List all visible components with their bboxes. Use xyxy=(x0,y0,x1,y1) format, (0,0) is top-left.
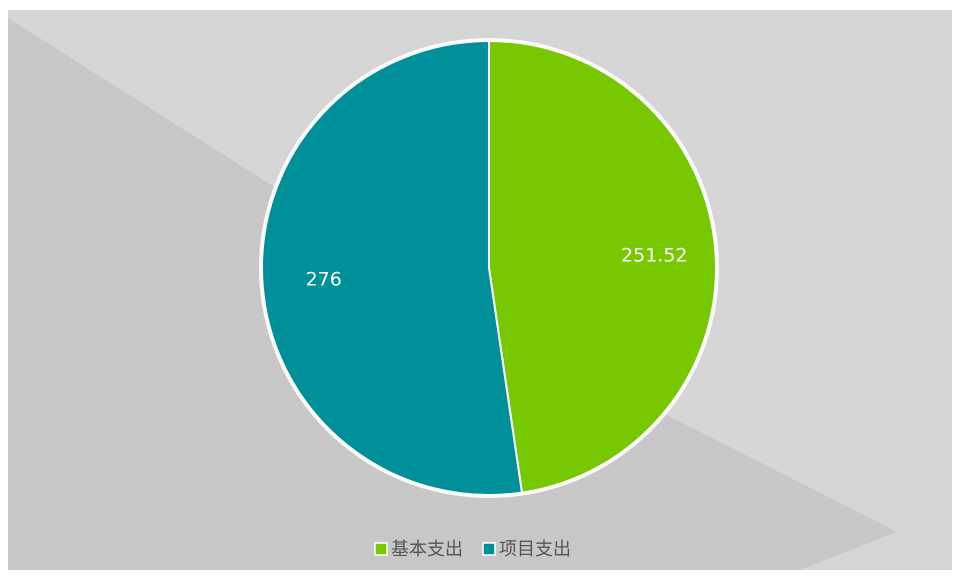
background-light xyxy=(800,510,952,570)
pie-slice xyxy=(488,39,717,494)
data-label: 251.52 xyxy=(621,244,687,266)
legend: 基本支出 项目支出 xyxy=(374,539,571,560)
legend-swatch xyxy=(374,542,388,556)
legend-swatch xyxy=(482,542,496,556)
pie-slice xyxy=(261,39,524,496)
legend-label: 基本支出 xyxy=(391,539,463,560)
data-label: 276 xyxy=(306,269,342,291)
pie: 251.52 276 xyxy=(259,38,719,498)
legend-label: 项目支出 xyxy=(499,539,571,560)
